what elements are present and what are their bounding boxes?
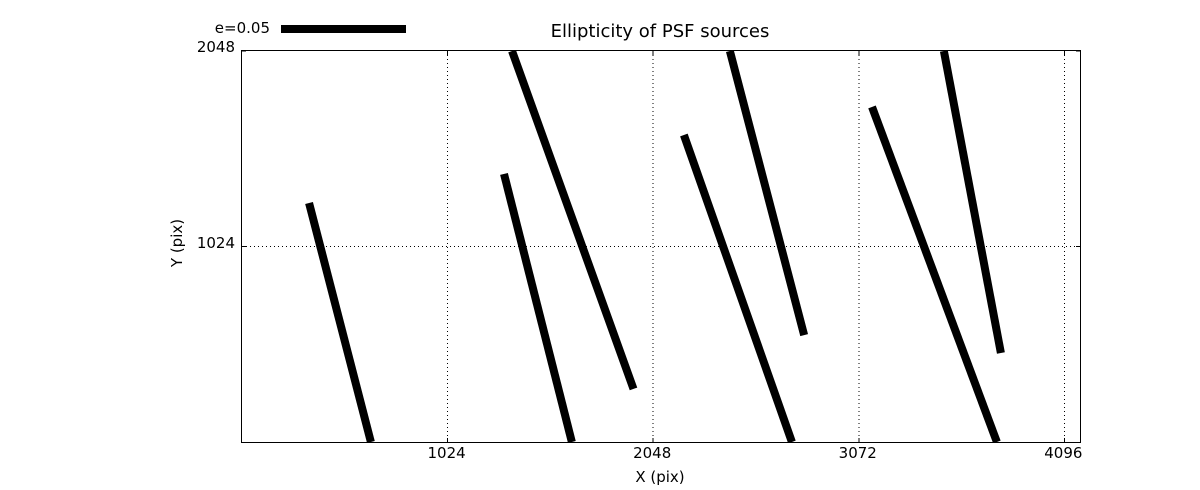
x-tick-label: 1024 [427,444,466,462]
whisker-segment [500,172,576,442]
whisker-segment [725,51,809,337]
legend-label: e=0.05 [214,19,270,37]
x-axis-label: X (pix) [635,468,685,486]
whisker-segment [508,51,638,391]
whisker-segment [305,201,375,442]
x-tick-label: 3072 [838,444,877,462]
legend: e=0.05 [0,0,420,40]
y-tick-label: 1024 [196,233,235,252]
legend-line-swatch [281,25,406,33]
x-tick-label: 2048 [633,444,672,462]
x-tick-label: 4096 [1044,444,1083,462]
y-tick-label: 2048 [196,38,235,56]
plot-canvas [242,51,1080,442]
whisker-segment [868,105,1001,442]
plot-area [241,50,1081,443]
whisker-segment [680,133,796,442]
whisker-segment [939,51,1005,354]
chart-title: Ellipticity of PSF sources [550,21,770,42]
